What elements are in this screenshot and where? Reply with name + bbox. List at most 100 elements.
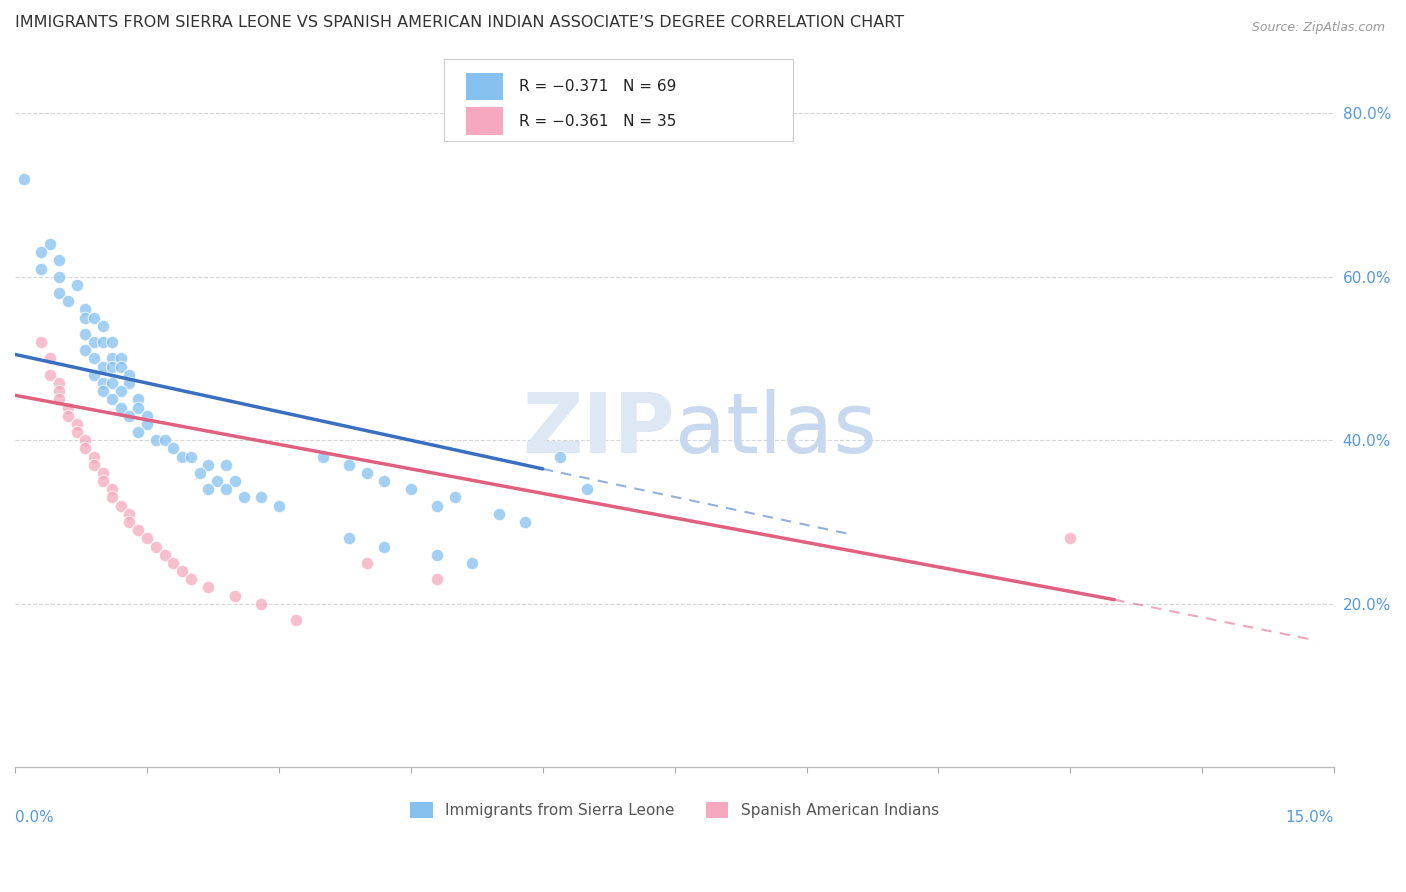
Point xyxy=(75,302,97,317)
Point xyxy=(65,417,87,431)
Point xyxy=(180,572,202,586)
Point xyxy=(100,359,122,374)
Point xyxy=(39,368,62,382)
Point xyxy=(426,499,449,513)
Point xyxy=(65,277,87,292)
Point xyxy=(373,474,395,488)
Point xyxy=(1059,532,1081,546)
Point xyxy=(135,532,157,546)
Point xyxy=(100,491,122,505)
Point xyxy=(110,359,132,374)
Point xyxy=(48,269,70,284)
Point xyxy=(162,442,184,456)
Point xyxy=(56,401,79,415)
Point xyxy=(48,253,70,268)
Point xyxy=(548,450,571,464)
Point xyxy=(13,171,35,186)
Point xyxy=(56,294,79,309)
Point xyxy=(100,376,122,390)
Point xyxy=(250,491,273,505)
Text: atlas: atlas xyxy=(675,389,876,469)
Point xyxy=(100,392,122,407)
Point xyxy=(145,434,167,448)
Point xyxy=(356,556,378,570)
Point xyxy=(153,434,176,448)
Point xyxy=(337,532,360,546)
Point xyxy=(232,491,254,505)
FancyBboxPatch shape xyxy=(444,59,793,141)
Point xyxy=(91,376,114,390)
Point xyxy=(91,318,114,333)
Point xyxy=(91,384,114,399)
Point xyxy=(513,515,536,529)
Point xyxy=(30,245,52,260)
Point xyxy=(65,425,87,439)
Point xyxy=(100,335,122,350)
Point xyxy=(75,442,97,456)
Point xyxy=(118,409,141,423)
Point xyxy=(224,589,246,603)
Point xyxy=(162,556,184,570)
Point xyxy=(337,458,360,472)
Point xyxy=(127,523,149,537)
Point xyxy=(135,417,157,431)
Point xyxy=(56,409,79,423)
Text: 15.0%: 15.0% xyxy=(1286,811,1334,825)
Point xyxy=(215,483,238,497)
Point xyxy=(180,450,202,464)
Point xyxy=(172,564,194,578)
Point xyxy=(188,466,211,480)
Text: ZIP: ZIP xyxy=(522,389,675,469)
Point xyxy=(83,310,105,325)
Point xyxy=(135,409,157,423)
Point xyxy=(118,507,141,521)
Point xyxy=(488,507,510,521)
Point xyxy=(30,261,52,276)
Point xyxy=(207,474,229,488)
Point xyxy=(127,392,149,407)
Point xyxy=(83,368,105,382)
Point xyxy=(48,286,70,301)
Point xyxy=(48,376,70,390)
Point xyxy=(48,384,70,399)
Point xyxy=(312,450,335,464)
Point xyxy=(91,466,114,480)
Point xyxy=(399,483,422,497)
Point xyxy=(100,483,122,497)
Point xyxy=(110,384,132,399)
Point xyxy=(197,581,219,595)
Text: 0.0%: 0.0% xyxy=(15,811,53,825)
Point xyxy=(575,483,598,497)
Point xyxy=(118,515,141,529)
Point xyxy=(250,597,273,611)
Point xyxy=(373,540,395,554)
Point xyxy=(426,572,449,586)
Text: IMMIGRANTS FROM SIERRA LEONE VS SPANISH AMERICAN INDIAN ASSOCIATE’S DEGREE CORRE: IMMIGRANTS FROM SIERRA LEONE VS SPANISH … xyxy=(15,15,904,30)
Point xyxy=(39,351,62,366)
FancyBboxPatch shape xyxy=(467,107,503,135)
Point xyxy=(118,368,141,382)
Point xyxy=(153,548,176,562)
Point xyxy=(145,540,167,554)
Point xyxy=(75,326,97,341)
Point xyxy=(197,483,219,497)
Point xyxy=(461,556,484,570)
Point xyxy=(285,613,308,627)
Point xyxy=(127,425,149,439)
Text: R = −0.371   N = 69: R = −0.371 N = 69 xyxy=(519,78,676,94)
Legend: Immigrants from Sierra Leone, Spanish American Indians: Immigrants from Sierra Leone, Spanish Am… xyxy=(405,797,945,824)
Text: R = −0.361   N = 35: R = −0.361 N = 35 xyxy=(519,113,676,128)
Point xyxy=(267,499,290,513)
Point xyxy=(83,458,105,472)
Point xyxy=(118,376,141,390)
Point xyxy=(75,434,97,448)
Point xyxy=(443,491,465,505)
Point xyxy=(127,401,149,415)
FancyBboxPatch shape xyxy=(467,73,503,100)
Point xyxy=(91,359,114,374)
Point xyxy=(39,237,62,252)
Point xyxy=(30,335,52,350)
Point xyxy=(91,474,114,488)
Point xyxy=(215,458,238,472)
Point xyxy=(426,548,449,562)
